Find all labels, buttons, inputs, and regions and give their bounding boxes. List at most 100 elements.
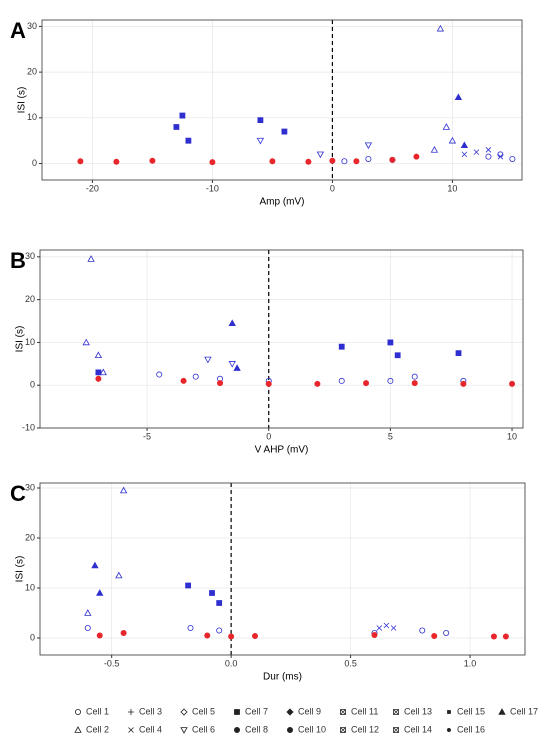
point bbox=[185, 582, 192, 589]
legend-symbol bbox=[287, 727, 294, 733]
legend-label: Cell 4 bbox=[139, 724, 162, 734]
point bbox=[228, 361, 236, 368]
point bbox=[485, 153, 492, 160]
point bbox=[173, 124, 180, 130]
point bbox=[94, 351, 103, 359]
point bbox=[461, 151, 468, 158]
x-tick-label: 0 bbox=[330, 183, 335, 193]
point bbox=[269, 158, 276, 165]
point bbox=[364, 142, 373, 150]
y-tick-label: -10 bbox=[22, 422, 35, 432]
panel-label: B bbox=[10, 248, 26, 273]
y-tick-label: 10 bbox=[25, 582, 35, 592]
legend-label: Cell 14 bbox=[404, 724, 432, 734]
point bbox=[82, 338, 90, 346]
legend-symbol bbox=[447, 710, 451, 714]
point bbox=[204, 356, 212, 364]
legend-symbol bbox=[180, 727, 188, 734]
legend-symbol bbox=[340, 727, 346, 733]
x-tick-label: 0.5 bbox=[344, 658, 357, 668]
point bbox=[363, 380, 370, 387]
point bbox=[365, 156, 372, 162]
point bbox=[436, 24, 445, 32]
x-tick-label: 5 bbox=[388, 431, 393, 441]
point bbox=[443, 630, 450, 636]
x-tick-label: 0 bbox=[266, 431, 271, 441]
point bbox=[473, 149, 480, 155]
x-tick-label: -0.5 bbox=[104, 658, 120, 668]
x-tick-label: 1.0 bbox=[464, 658, 477, 668]
legend-label: Cell 16 bbox=[457, 724, 485, 734]
legend-label: Cell 3 bbox=[139, 706, 162, 716]
y-tick-label: 30 bbox=[25, 251, 35, 261]
point bbox=[419, 627, 426, 634]
legend-label: Cell 5 bbox=[192, 706, 215, 716]
point bbox=[95, 375, 102, 382]
legend-label: Cell 12 bbox=[351, 724, 379, 734]
point bbox=[209, 590, 215, 596]
point bbox=[113, 158, 120, 165]
x-axis-label: Dur (ms) bbox=[263, 672, 302, 683]
panel-label: A bbox=[10, 18, 26, 43]
x-axis-label: V AHP (mV) bbox=[255, 445, 309, 456]
point bbox=[95, 369, 102, 376]
x-tick-label: -10 bbox=[206, 183, 219, 193]
point bbox=[455, 350, 462, 357]
point bbox=[115, 571, 123, 579]
point bbox=[87, 255, 95, 262]
point bbox=[353, 158, 360, 165]
legend-label: Cell 1 bbox=[86, 706, 109, 716]
point bbox=[442, 123, 451, 130]
y-tick-label: 10 bbox=[25, 337, 35, 347]
point bbox=[329, 157, 336, 164]
point bbox=[233, 364, 241, 371]
y-tick-label: 30 bbox=[25, 482, 35, 492]
y-tick-label: 30 bbox=[27, 21, 37, 31]
point bbox=[204, 632, 211, 639]
point bbox=[256, 137, 265, 145]
legend-symbol bbox=[128, 727, 134, 733]
legend-label: Cell 9 bbox=[298, 706, 321, 716]
point bbox=[281, 128, 288, 135]
point bbox=[509, 380, 516, 387]
point bbox=[389, 156, 396, 163]
y-tick-label: 20 bbox=[25, 294, 35, 304]
point bbox=[460, 141, 469, 149]
point bbox=[485, 147, 492, 153]
point bbox=[341, 158, 348, 165]
legend-symbol bbox=[498, 708, 506, 715]
point bbox=[96, 632, 103, 639]
plot-border bbox=[41, 19, 523, 181]
y-tick-label: 0 bbox=[30, 632, 35, 642]
point bbox=[252, 633, 259, 639]
legend-symbol bbox=[286, 708, 294, 716]
legend-label: Cell 6 bbox=[192, 724, 215, 734]
point bbox=[411, 380, 418, 387]
point bbox=[502, 633, 509, 640]
point bbox=[91, 561, 99, 569]
point bbox=[430, 146, 439, 153]
point bbox=[454, 93, 463, 101]
plot-area bbox=[42, 20, 522, 180]
x-tick-label: -20 bbox=[86, 183, 99, 193]
point bbox=[376, 625, 383, 631]
point bbox=[305, 158, 312, 165]
point bbox=[387, 339, 394, 346]
legend-symbol bbox=[393, 727, 399, 733]
point bbox=[216, 600, 223, 606]
y-axis-label: ISI (s) bbox=[15, 556, 26, 583]
point bbox=[431, 633, 438, 639]
point bbox=[77, 158, 84, 165]
legend-symbol bbox=[234, 727, 241, 733]
point bbox=[371, 632, 378, 638]
point bbox=[413, 153, 420, 160]
point bbox=[497, 153, 504, 160]
plot-border bbox=[39, 249, 524, 429]
legend-symbol bbox=[447, 728, 452, 732]
point bbox=[448, 136, 457, 144]
x-axis-label: Amp (mV) bbox=[260, 197, 305, 208]
point bbox=[209, 159, 216, 166]
point bbox=[394, 352, 401, 359]
point bbox=[490, 633, 497, 640]
y-tick-label: 0 bbox=[32, 158, 37, 168]
